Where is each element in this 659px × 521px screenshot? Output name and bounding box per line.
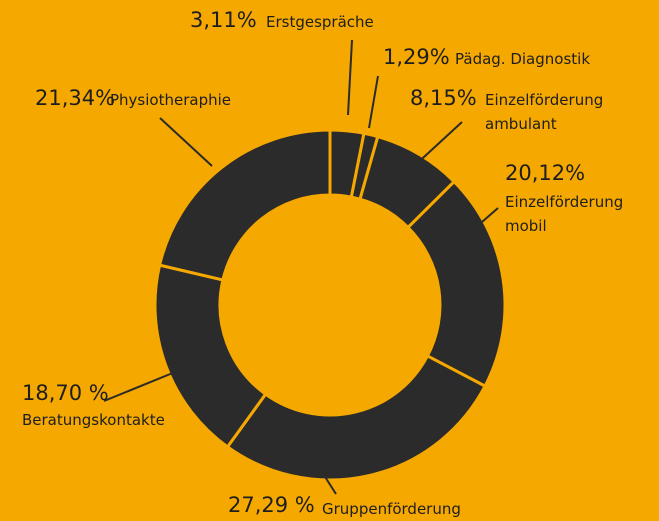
category-label: ambulant [485,115,557,133]
value-label: 18,70 % [22,381,109,405]
value-label: 27,29 % [228,493,315,517]
value-label: 3,11% [190,8,257,32]
leader-line [347,39,353,116]
category-label: Physiotheraphie [110,91,231,109]
category-label: Beratungskontakte [22,411,165,429]
leader-line [368,75,379,129]
category-label: mobil [505,217,547,235]
leader-line [159,117,213,167]
value-label: 8,15% [410,86,477,110]
leader-line [411,121,463,169]
value-label: 1,29% [383,45,450,69]
donut-segment [405,179,507,389]
leader-line [321,471,337,495]
leader-line [103,369,181,402]
category-label: Erstgespräche [266,13,374,31]
category-label: Einzelförderung [505,193,623,211]
donut-segment [157,128,332,282]
value-label: 21,34% [35,86,115,110]
category-label: Pädag. Diagnostik [455,50,590,68]
category-label: Gruppenförderung [322,500,461,518]
donut-segment [225,353,488,482]
value-label: 20,12% [505,161,585,185]
category-label: Einzelförderung [485,91,603,109]
leader-line [481,207,499,223]
